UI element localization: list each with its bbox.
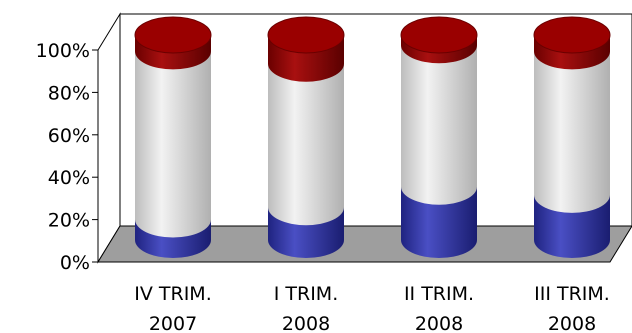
x-category-label: III TRIM. 2008 (534, 283, 610, 333)
cylinders (134, 16, 611, 258)
x-category-label-line: II TRIM. (404, 283, 474, 305)
y-tick-label: 20% (48, 210, 90, 232)
cylinder-2 (267, 16, 345, 258)
cylinder-1 (134, 16, 212, 258)
x-category-label-line: 2008 (415, 313, 463, 333)
y-axis-ticks: 0% 20% 40% 60% 80% 100% (36, 40, 98, 274)
chart-walls (97, 12, 632, 264)
y-tick-label: 0% (60, 252, 90, 274)
x-category-label-line: I TRIM. (274, 283, 339, 305)
cylinder-top-cap (134, 16, 212, 54)
cylinder-top-cap (400, 16, 478, 54)
side-wall (97, 12, 121, 264)
x-category-label-line: IV TRIM. (134, 283, 211, 305)
x-category-label-line: III TRIM. (534, 283, 610, 305)
x-category-label: IV TRIM. 2007 (134, 283, 211, 333)
segment-1 (401, 186, 477, 258)
cylinder-top-cap (267, 16, 345, 54)
y-tick-label: 60% (48, 125, 90, 147)
x-category-label: II TRIM. 2008 (404, 283, 474, 333)
floor (97, 225, 632, 263)
y-tick-label: 100% (36, 40, 90, 62)
segment-2 (401, 45, 477, 205)
segment-1 (534, 194, 610, 258)
x-category-label-line: 2008 (282, 313, 330, 333)
segment-2 (268, 63, 344, 226)
cylinder-top-cap (533, 16, 611, 54)
segment-2 (534, 51, 610, 213)
x-category-label: I TRIM. 2008 (274, 283, 339, 333)
x-category-label-line: 2007 (149, 313, 197, 333)
cylinder-3 (400, 16, 478, 258)
y-tick-label: 80% (48, 82, 90, 104)
x-category-label-line: 2008 (548, 313, 596, 333)
segment-2 (135, 51, 211, 238)
y-tick-label: 40% (48, 167, 90, 189)
cylinder-4 (533, 16, 611, 258)
